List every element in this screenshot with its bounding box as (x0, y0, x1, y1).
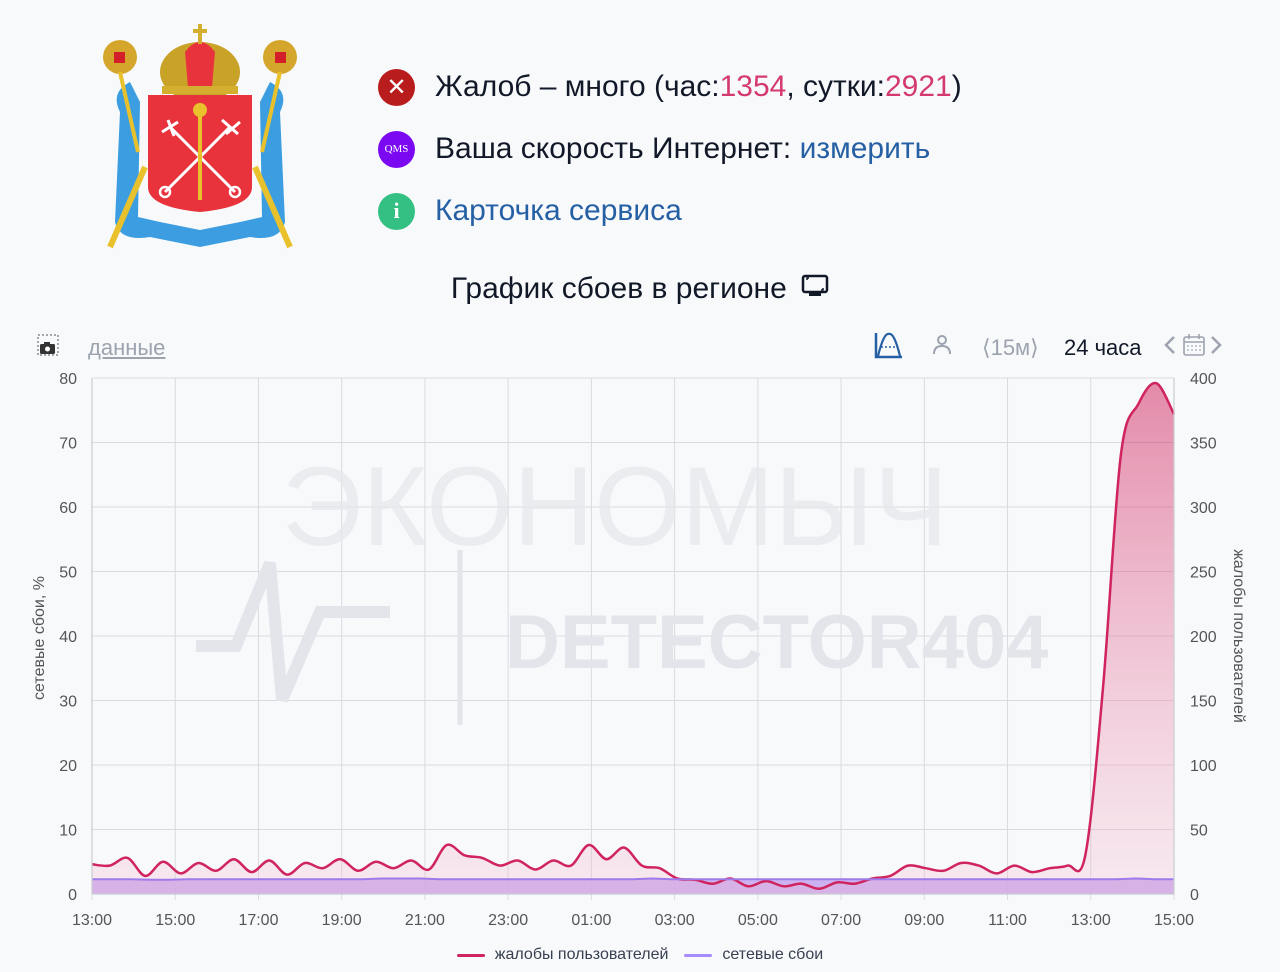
svg-text:13:00: 13:00 (1071, 912, 1111, 929)
chart-axes: 0 0 10 50 20 100 30 150 40 200 50 250 60 300 70 350 80 40… (31, 371, 1247, 929)
svg-text:0: 0 (68, 887, 77, 904)
complaints-mid: , сутки: (786, 70, 885, 103)
svg-text:13:00: 13:00 (72, 912, 112, 929)
chevron-right-icon (1208, 333, 1224, 363)
complaints-day-value: 2921 (885, 70, 952, 103)
measure-speed-link[interactable]: измерить (799, 132, 931, 165)
period-label[interactable]: 24 часа (1064, 335, 1142, 360)
chart-title-text: График сбоев в регионе (450, 272, 787, 305)
svg-text:10: 10 (59, 823, 77, 840)
user-mode-button[interactable] (930, 330, 954, 366)
info-icon: i (378, 192, 415, 230)
svg-text:07:00: 07:00 (821, 912, 861, 929)
period-selector[interactable]: 24 часа (1064, 330, 1142, 366)
svg-text:23:00: 23:00 (488, 912, 528, 929)
svg-text:60: 60 (59, 500, 77, 517)
close-icon: ✕ (378, 68, 415, 106)
svg-text:03:00: 03:00 (655, 912, 695, 929)
svg-text:11:00: 11:00 (988, 912, 1027, 929)
service-card-row: i Карточка сервиса (378, 180, 962, 242)
data-link-text[interactable]: данные (88, 335, 166, 360)
svg-text:сетевые сбои, %: сетевые сбои, % (31, 576, 48, 700)
svg-text:05:00: 05:00 (738, 912, 778, 929)
svg-text:17:00: 17:00 (238, 912, 278, 929)
legend-swatch-network (684, 953, 713, 957)
complaints-hour-value: 1354 (719, 70, 787, 103)
svg-text:20: 20 (59, 758, 77, 775)
watermark: ЭКОНОМЫЧ DETECTOR404 (196, 444, 1048, 725)
service-card-link[interactable]: Карточка сервиса (435, 194, 682, 227)
period-next-button[interactable] (1208, 330, 1224, 366)
svg-text:0: 0 (1190, 887, 1199, 904)
chart-title: График сбоев в регионе (0, 272, 1280, 307)
svg-text:200: 200 (1190, 629, 1217, 646)
interval-toggle[interactable]: ⟨15м⟩ (982, 330, 1039, 366)
bell-curve-chart-icon (872, 330, 904, 366)
svg-text:70: 70 (59, 436, 77, 453)
interval-label[interactable]: ⟨15м⟩ (982, 335, 1039, 360)
svg-text:19:00: 19:00 (322, 912, 362, 929)
svg-text:50: 50 (1190, 823, 1208, 840)
legend-item-network[interactable]: сетевые сбои (684, 946, 823, 964)
svg-text:400: 400 (1190, 371, 1217, 388)
svg-text:09:00: 09:00 (904, 912, 944, 929)
complaints-suffix: ) (951, 70, 962, 103)
data-link[interactable]: данные (88, 330, 165, 366)
svg-text:250: 250 (1190, 565, 1217, 582)
svg-text:жалобы пользователей: жалобы пользователей (1230, 549, 1247, 723)
svg-text:15:00: 15:00 (155, 912, 195, 929)
svg-text:150: 150 (1190, 694, 1217, 711)
svg-text:21:00: 21:00 (405, 912, 445, 929)
speed-row: QMS Ваша скорость Интернет: измерить (378, 118, 962, 180)
period-prev-button[interactable] (1162, 330, 1178, 366)
svg-text:40: 40 (59, 629, 77, 646)
region-emblem (90, 22, 310, 258)
legend-item-complaints[interactable]: жалобы пользователей (456, 946, 669, 964)
complaints-prefix: Жалоб – много (час: (435, 70, 720, 103)
svg-text:100: 100 (1190, 758, 1217, 775)
svg-text:30: 30 (59, 694, 77, 711)
svg-text:300: 300 (1190, 500, 1217, 517)
curve-mode-button[interactable] (872, 330, 904, 366)
legend-label-complaints: жалобы пользователей (494, 946, 669, 963)
svg-text:80: 80 (59, 371, 77, 388)
legend-swatch-complaints (456, 953, 485, 957)
chart-series (91, 381, 1176, 894)
qms-icon: QMS (378, 130, 415, 168)
calendar-icon (1182, 332, 1206, 364)
legend-label-network: сетевые сбои (722, 946, 824, 963)
watermark-text-ekonomych: ЭКОНОМЫЧ (282, 444, 949, 569)
speed-label: Ваша скорость Интернет: (435, 132, 800, 165)
svg-text:15:00: 15:00 (1154, 912, 1194, 929)
svg-text:50: 50 (59, 565, 77, 582)
chart-grid (91, 377, 1175, 900)
status-list: ✕ Жалоб – много (час: 1354, сутки: 2921)… (378, 56, 962, 242)
chart-toolbar: данные ⟨15м⟩ 24 часа (0, 330, 1280, 366)
calendar-button[interactable] (1182, 330, 1206, 366)
user-icon (930, 332, 954, 364)
camera-icon (36, 332, 60, 364)
svg-text:01:00: 01:00 (571, 912, 611, 929)
screenshot-button[interactable] (36, 330, 60, 366)
chart-legend: жалобы пользователей сетевые сбои (0, 946, 1280, 964)
chevron-left-icon (1162, 333, 1178, 363)
svg-text:350: 350 (1190, 436, 1217, 453)
fullscreen-monitor-icon[interactable] (801, 273, 829, 307)
watermark-text-detector404: DETECTOR404 (505, 600, 1048, 685)
complaints-status: ✕ Жалоб – много (час: 1354, сутки: 2921) (378, 56, 962, 118)
